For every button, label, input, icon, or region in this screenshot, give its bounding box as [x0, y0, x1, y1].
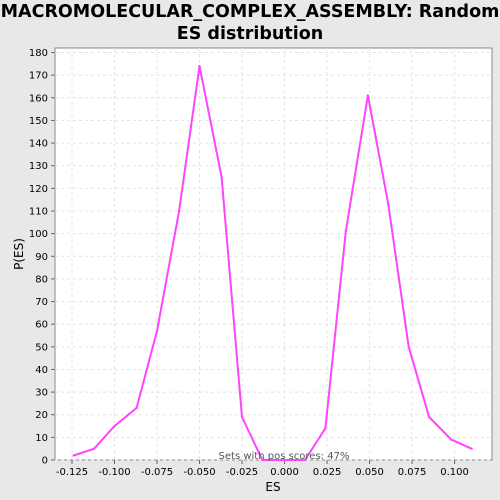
y-tick-label: 160: [29, 93, 48, 104]
data-point: [113, 424, 116, 428]
data-point: [407, 345, 410, 349]
data-point: [220, 175, 223, 179]
data-point: [366, 94, 370, 97]
y-tick-label: 10: [35, 433, 48, 444]
x-tick-label: 0.075: [398, 467, 427, 478]
y-tick-label: 70: [35, 297, 48, 308]
data-point: [303, 458, 307, 462]
data-point: [92, 447, 96, 450]
data-point: [261, 458, 264, 462]
data-point: [72, 454, 75, 457]
data-point: [240, 415, 244, 419]
x-tick-label: -0.125: [56, 467, 88, 478]
y-tick-label: 50: [35, 342, 48, 353]
y-tick-label: 150: [29, 116, 48, 127]
chart-title: MACROMOLECULAR_COMPLEX_ASSEMBLY: Random …: [0, 2, 500, 44]
y-tick-label: 180: [29, 48, 48, 59]
data-point: [387, 202, 390, 206]
x-tick-label: 0.025: [313, 467, 342, 478]
series-line: [73, 65, 473, 461]
y-tick-label: 130: [29, 161, 48, 172]
x-axis: -0.125 -0.100 -0.075 -0.050 -0.025 0.000 0.025…: [56, 460, 469, 478]
y-tick-label: 0: [42, 456, 48, 467]
x-tick-label: -0.075: [141, 467, 173, 478]
grid: [55, 48, 492, 461]
x-axis-label: ES: [265, 480, 280, 494]
x-tick-label: -0.100: [98, 467, 130, 478]
x-tick-label: -0.025: [226, 467, 258, 478]
data-point: [283, 458, 286, 462]
y-tick-label: 80: [35, 274, 48, 285]
x-tick-label: 0.050: [355, 467, 384, 478]
x-tick-label: 0.100: [440, 467, 469, 478]
y-tick-label: 90: [35, 252, 48, 263]
y-tick-label: 40: [35, 365, 48, 376]
y-tick-label: 30: [35, 388, 48, 399]
x-tick-label: 0.000: [270, 467, 299, 478]
y-tick-label: 60: [35, 320, 48, 331]
y-tick-label: 20: [35, 410, 48, 421]
y-axis: 0 10 20 30 40 50 60 70 80 90 100 110 120 130 140 150 160…: [29, 48, 55, 467]
data-point: [155, 329, 159, 333]
data-point: [449, 438, 453, 441]
data-point: [177, 209, 181, 213]
y-axis-label: P(ES): [12, 238, 26, 270]
y-tick-label: 110: [29, 206, 48, 217]
y-tick-label: 140: [29, 139, 48, 150]
y-tick-label: 170: [29, 71, 48, 82]
series-group: [72, 64, 473, 462]
data-point: [135, 406, 138, 410]
chart-annotation: Sets with pos scores: 47%: [219, 451, 350, 462]
data-point: [470, 447, 473, 450]
y-tick-label: 120: [29, 184, 48, 195]
x-tick-label: -0.050: [183, 467, 215, 478]
plot-area: [54, 47, 493, 461]
data-point: [198, 64, 201, 68]
data-point: [427, 415, 431, 419]
y-tick-label: 100: [29, 229, 48, 240]
data-point: [344, 230, 347, 233]
data-point: [324, 427, 327, 430]
